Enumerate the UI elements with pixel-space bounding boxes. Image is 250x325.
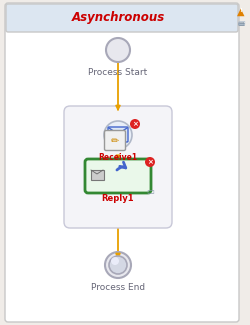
Circle shape (130, 119, 140, 129)
Text: ✏: ✏ (111, 136, 119, 146)
Text: ▭: ▭ (146, 188, 154, 197)
FancyBboxPatch shape (90, 170, 104, 179)
Text: Reply1: Reply1 (102, 194, 134, 203)
FancyBboxPatch shape (64, 106, 172, 228)
FancyBboxPatch shape (6, 4, 238, 32)
Text: ▭: ▭ (238, 20, 244, 26)
Text: ▭: ▭ (237, 19, 245, 28)
FancyBboxPatch shape (85, 159, 151, 193)
Circle shape (104, 121, 132, 149)
Text: Process Start: Process Start (88, 68, 148, 77)
FancyBboxPatch shape (5, 3, 239, 322)
FancyBboxPatch shape (104, 131, 126, 150)
FancyBboxPatch shape (108, 127, 128, 142)
Text: ▭: ▭ (238, 20, 244, 26)
Text: ▭: ▭ (238, 20, 244, 26)
Text: !: ! (240, 8, 242, 14)
Circle shape (106, 38, 130, 62)
Circle shape (105, 252, 131, 278)
Circle shape (109, 256, 127, 274)
Text: Asynchronous: Asynchronous (72, 11, 164, 24)
Text: Process End: Process End (91, 283, 145, 292)
Text: ▭: ▭ (238, 20, 244, 26)
Circle shape (145, 157, 155, 167)
Circle shape (111, 257, 119, 265)
Text: ×: × (147, 159, 153, 165)
Text: ▲: ▲ (237, 7, 245, 17)
Text: ×: × (132, 121, 138, 127)
Text: Receive1: Receive1 (98, 153, 138, 162)
